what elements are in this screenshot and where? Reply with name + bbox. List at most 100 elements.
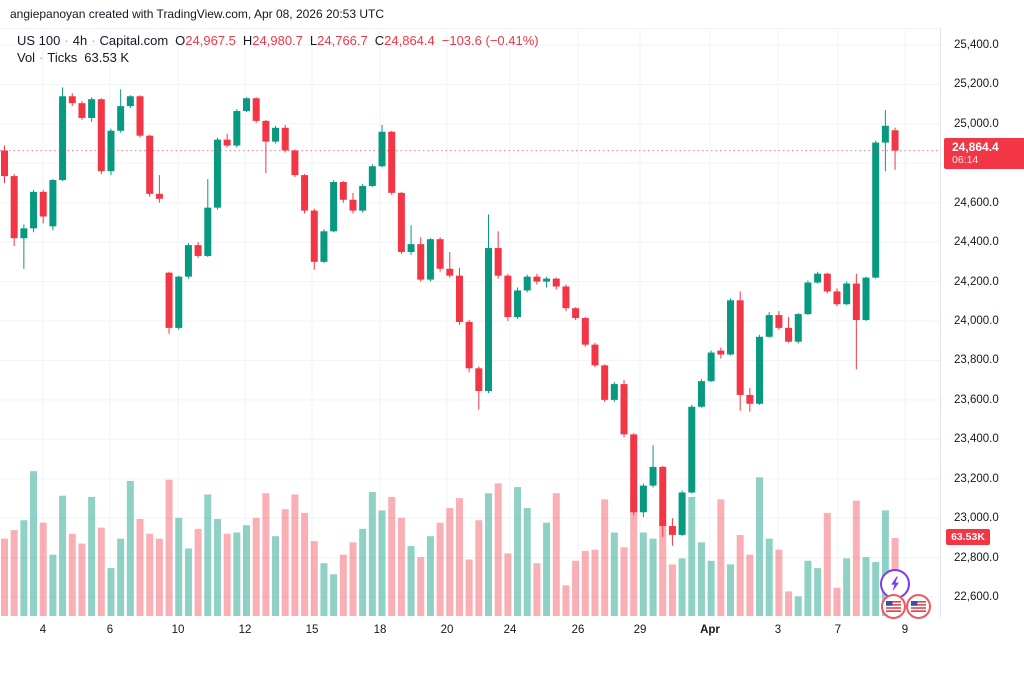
candle-body — [59, 96, 67, 181]
candle-body — [552, 278, 560, 287]
time-axis-label: 15 — [305, 624, 319, 636]
legend-volume-row[interactable]: Vol · Ticks 63.53 K — [17, 50, 539, 65]
volume-bar — [707, 560, 715, 616]
price-axis[interactable]: 25,400.0 25,200.0 25,000.0 24,600.0 24,400.0… — [940, 28, 1024, 618]
time-axis-label: 24 — [503, 624, 517, 636]
candle-body — [233, 111, 241, 146]
volume-bar — [301, 512, 309, 616]
volume-bar — [88, 496, 96, 616]
time-axis-label: Apr — [700, 624, 720, 636]
volume-bar — [630, 494, 638, 616]
volume-label: Vol — [17, 50, 36, 65]
time-axis-label: 18 — [373, 624, 387, 636]
volume-bar — [407, 546, 415, 616]
price-axis-label: 24,200.0 — [954, 275, 999, 288]
volume-value: 63.53 K — [84, 50, 130, 65]
volume-bar — [233, 532, 241, 616]
candle-body — [843, 283, 851, 305]
candle-body — [301, 175, 309, 211]
candle-body — [823, 273, 831, 292]
footer: TradingView — [0, 644, 1024, 699]
volume-bar — [359, 528, 367, 616]
time-axis-label: 3 — [774, 624, 782, 636]
us-flag-event-icon[interactable] — [881, 594, 906, 619]
volume-bar — [388, 496, 396, 616]
volume-bar — [252, 517, 260, 616]
volume-bar — [543, 522, 551, 616]
candle-body — [746, 394, 754, 404]
candle-body — [591, 344, 599, 366]
candle-body — [485, 248, 492, 391]
volume-bar — [765, 538, 773, 616]
legend-symbol-row[interactable]: US 100 · 4h · Capital.com O24,967.5 H24,980.7 L… — [17, 33, 539, 48]
legend-separator: · — [64, 33, 69, 48]
volume-bar — [736, 534, 744, 616]
candle-body — [1, 150, 8, 177]
volume-bar — [223, 533, 231, 616]
volume-bar — [494, 483, 502, 616]
volume-bar — [862, 557, 870, 616]
time-axis-label: 29 — [633, 624, 647, 636]
candle-body — [504, 275, 512, 318]
candle-body — [213, 139, 221, 208]
volume-bar — [475, 520, 483, 616]
time-axis-label: 26 — [571, 624, 585, 636]
volume-bar — [426, 536, 434, 616]
candle-body — [281, 127, 289, 151]
volume-bar — [1, 538, 8, 616]
volume-bar — [620, 547, 628, 616]
last-price-value: 24,864.4 — [952, 139, 999, 154]
time-axis-label: 20 — [440, 624, 454, 636]
candle-body — [146, 135, 154, 194]
candle-body — [136, 96, 144, 136]
price-axis-label: 25,400.0 — [954, 39, 999, 51]
candle-body — [601, 365, 609, 400]
candle-body — [475, 368, 483, 391]
volume-bar — [281, 509, 289, 616]
candle-body — [881, 125, 889, 143]
volume-bar — [68, 533, 76, 616]
candle-body — [514, 290, 522, 318]
us-flag-event-icon[interactable] — [906, 594, 931, 619]
candle-body — [78, 103, 86, 118]
volume-bar — [504, 553, 512, 616]
candle-body — [852, 283, 860, 321]
price-axis-label: 24,600.0 — [954, 196, 999, 209]
candle-body — [833, 291, 841, 305]
candle-body — [814, 273, 822, 283]
volume-bar — [465, 559, 473, 616]
candle-body — [10, 176, 18, 239]
attribution-bar: angiepanoyan created with TradingView.co… — [0, 0, 1024, 28]
volume-bar — [320, 563, 328, 616]
volume-bar — [378, 510, 386, 616]
candle-body — [368, 166, 376, 186]
candle-body — [320, 231, 328, 262]
volume-bar — [756, 477, 764, 616]
volume-bar — [146, 533, 154, 616]
volume-bar — [823, 512, 831, 616]
volume-bar — [523, 507, 531, 616]
candle-body — [639, 485, 647, 513]
time-axis-label: 7 — [834, 624, 842, 636]
volume-bar — [339, 554, 347, 616]
volume-bar — [243, 525, 250, 616]
volume-bar — [165, 479, 173, 616]
volume-bar — [39, 522, 47, 616]
price-axis-label: 23,600.0 — [954, 393, 999, 406]
high-value: 24,980.7 — [252, 33, 303, 48]
low-label: L — [309, 33, 318, 48]
price-axis-label: 22,600.0 — [954, 591, 999, 603]
volume-bar — [659, 521, 667, 616]
candle-body — [765, 315, 773, 337]
candle-body — [775, 315, 783, 328]
candle-body — [155, 193, 163, 199]
candle-body — [668, 526, 676, 535]
price-axis-label: 25,000.0 — [954, 117, 999, 130]
time-axis-label: 9 — [901, 624, 909, 636]
close-label: C — [374, 33, 385, 48]
header-separator — [0, 28, 1024, 29]
candle-body — [30, 191, 38, 229]
time-axis[interactable]: 4 6 10 12 15 18 20 24 26 29 Apr 3 7 9 — [0, 617, 1024, 644]
